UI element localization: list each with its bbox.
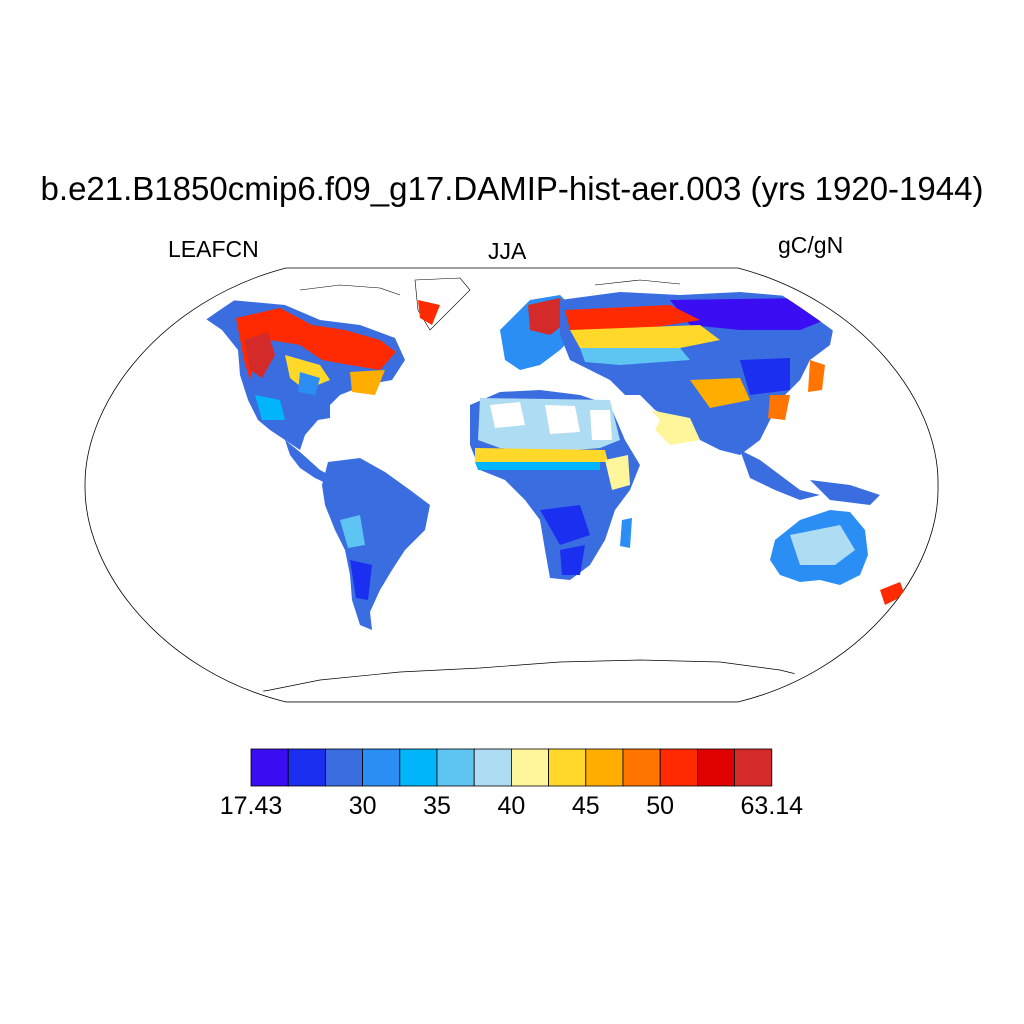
colorbar-swatch [362,748,401,787]
season-label: JJA [488,238,527,264]
colorbar-swatch [436,748,475,787]
colorbar-tick-label: 45 [571,792,600,820]
variable-label: LEAFCN [168,236,259,262]
colorbar-swatch [622,748,661,787]
colorbar-swatch [324,748,363,787]
colorbar-tick-label: 17.43 [219,792,283,820]
colorbar-tick-label: 30 [348,792,377,820]
central-america [285,440,335,485]
colorbar-swatch [697,748,736,787]
colorbar-swatch [473,748,512,787]
figure-title: b.e21.B1850cmip6.f09_g17.DAMIP-hist-aer.… [40,170,984,207]
colorbar-swatch [548,748,587,787]
colorbar [250,748,773,787]
units-label: gC/gN [778,232,844,258]
colorbar-tick-label: 40 [497,792,526,820]
colorbar-swatch [734,748,773,787]
antarctica [199,659,862,702]
south-america [322,458,430,630]
colorbar-swatch [250,748,289,787]
colorbar-swatch [659,748,698,787]
colorbar-swatch [287,748,326,787]
colorbar-tick-label: 50 [646,792,675,820]
colorbar-tick-label: 63.14 [740,792,804,820]
colorbar-tick-label: 35 [423,792,451,820]
colorbar-swatch [585,748,624,787]
colorbar-swatch [399,748,438,787]
colorbar-swatch [510,748,549,787]
